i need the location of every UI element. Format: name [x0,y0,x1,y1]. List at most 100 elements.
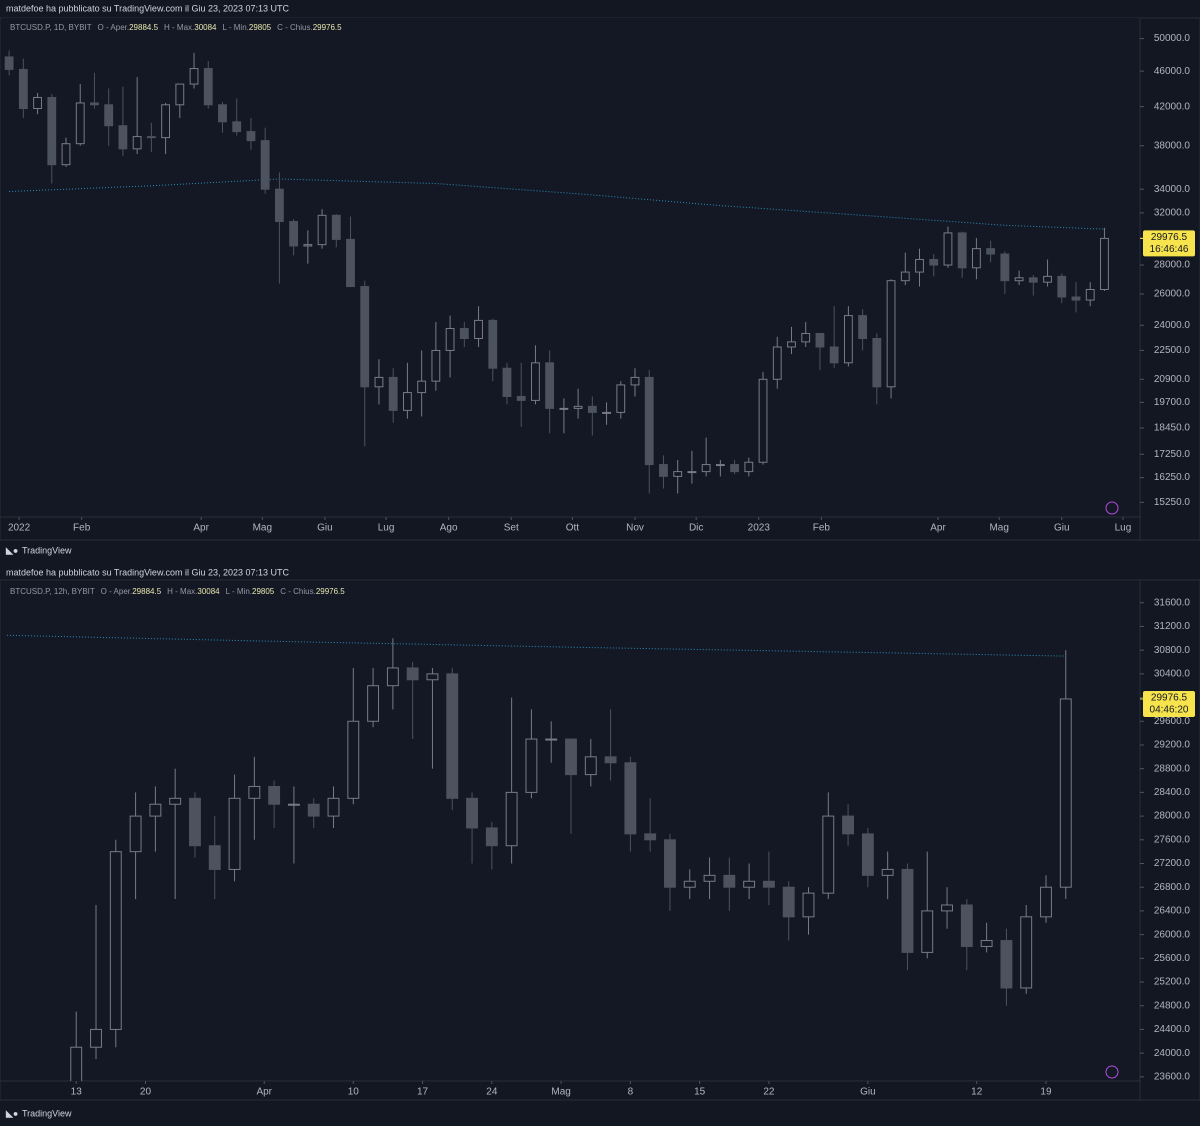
candle-body [502,367,512,397]
x-tick-label: Mag [551,1087,570,1098]
candle-body [505,791,518,847]
candle-body [941,904,953,912]
footer: TradingView [22,1108,72,1118]
plot [6,634,1072,1081]
candle-body [960,904,973,947]
y-tick-label: 26400.0 [1154,906,1191,917]
candle-body [287,803,300,806]
candle-body [644,833,657,841]
candle-body [915,258,924,273]
x-tick-label: 24 [486,1087,498,1098]
candle-body [90,102,99,106]
candle-body [260,140,270,190]
candle-body [246,131,256,142]
x-tick-label: Apr [256,1087,272,1098]
candle-body [360,286,370,388]
candle-body [986,248,996,255]
x-tick-label: 13 [71,1087,83,1098]
last-price-tag [1143,690,1195,717]
x-tick-label: 17 [417,1087,429,1098]
candle-body [1014,277,1024,282]
legend-label: H - Max. [167,587,197,596]
candle-body [228,797,241,870]
candle-body [1057,275,1067,298]
x-tick-label: 8 [628,1087,634,1098]
candle-body [802,892,815,918]
candle-body [730,464,739,473]
x-tick-label: Giu [1054,523,1070,534]
candle-body [957,232,967,269]
candle-body [980,940,993,947]
y-tick-label: 26000.0 [1154,929,1191,940]
y-tick-label: 28800.0 [1154,763,1191,774]
y-tick-label: 30800.0 [1154,645,1191,656]
legend-value: 29976.5 [316,587,345,596]
candle-body [881,868,894,876]
header: matdefoe ha pubblicato su TradingView.co… [6,567,290,577]
y-tick-label: 19700.0 [1154,397,1191,408]
candle-body [1059,698,1072,888]
candle-body [169,797,182,805]
candle-body [406,667,419,681]
candle-body [232,121,242,133]
x-tick-label: Giu [860,1087,876,1098]
candle-body [659,464,668,477]
candle-body [18,68,28,110]
y-tick-label: 24400.0 [1154,1024,1191,1035]
candle-body [715,464,725,467]
candle-body [602,411,611,414]
candle-body [203,68,213,106]
x-tick-label: Mag [989,523,1008,534]
x-tick-label: Ago [440,523,458,534]
x-tick-label: Apr [930,523,946,534]
alert-icon [1105,501,1119,515]
y-tick-label: 46000.0 [1154,66,1191,77]
candle-body [129,815,142,853]
candle-body [815,332,825,348]
x-tick-label: 2022 [8,523,31,534]
x-tick-label: 2023 [748,523,771,534]
candle-body [703,874,716,882]
candle-body [161,104,170,139]
candle-body [445,328,455,351]
candle-body [616,384,626,413]
legend-value: 30084 [194,23,217,32]
candle-body [843,315,853,364]
y-tick-label: 26000.0 [1154,289,1191,300]
y-tick-label: 24000.0 [1154,320,1191,331]
candle-body [446,673,459,799]
y-tick-label: 30400.0 [1154,668,1191,679]
candle-body [317,214,327,246]
candle-body [75,102,85,145]
candle-body [886,280,896,388]
candle-body [474,319,483,339]
x-tick-label: Ott [566,523,580,534]
candle-body [573,405,583,409]
y-tick-label: 32000.0 [1154,208,1191,219]
candle-body [1028,277,1038,283]
candle-body [744,461,754,473]
candle-body [762,880,775,888]
candle-body [687,471,697,474]
candle-body [858,315,868,339]
candle-body [274,188,284,223]
candle-body [545,362,555,409]
candle-body [189,68,199,85]
y-tick-label: 17250.0 [1154,449,1191,460]
last-price-label: 29976.5 [1151,232,1188,243]
candle-body [604,756,617,764]
x-tick-label: Nov [626,523,644,534]
candle-body [1040,886,1052,918]
x-tick-label: 15 [694,1087,706,1098]
candle-body [624,762,637,835]
candle-body [104,104,114,127]
header: matdefoe ha pubblicato su TradingView.co… [6,3,290,13]
legend-value: 30084 [197,587,220,596]
candle-body [587,405,597,413]
candle-body [630,376,640,386]
candle-body [47,96,57,166]
candle-body [842,815,855,835]
candle-body [758,378,768,463]
candle-body [331,214,341,240]
